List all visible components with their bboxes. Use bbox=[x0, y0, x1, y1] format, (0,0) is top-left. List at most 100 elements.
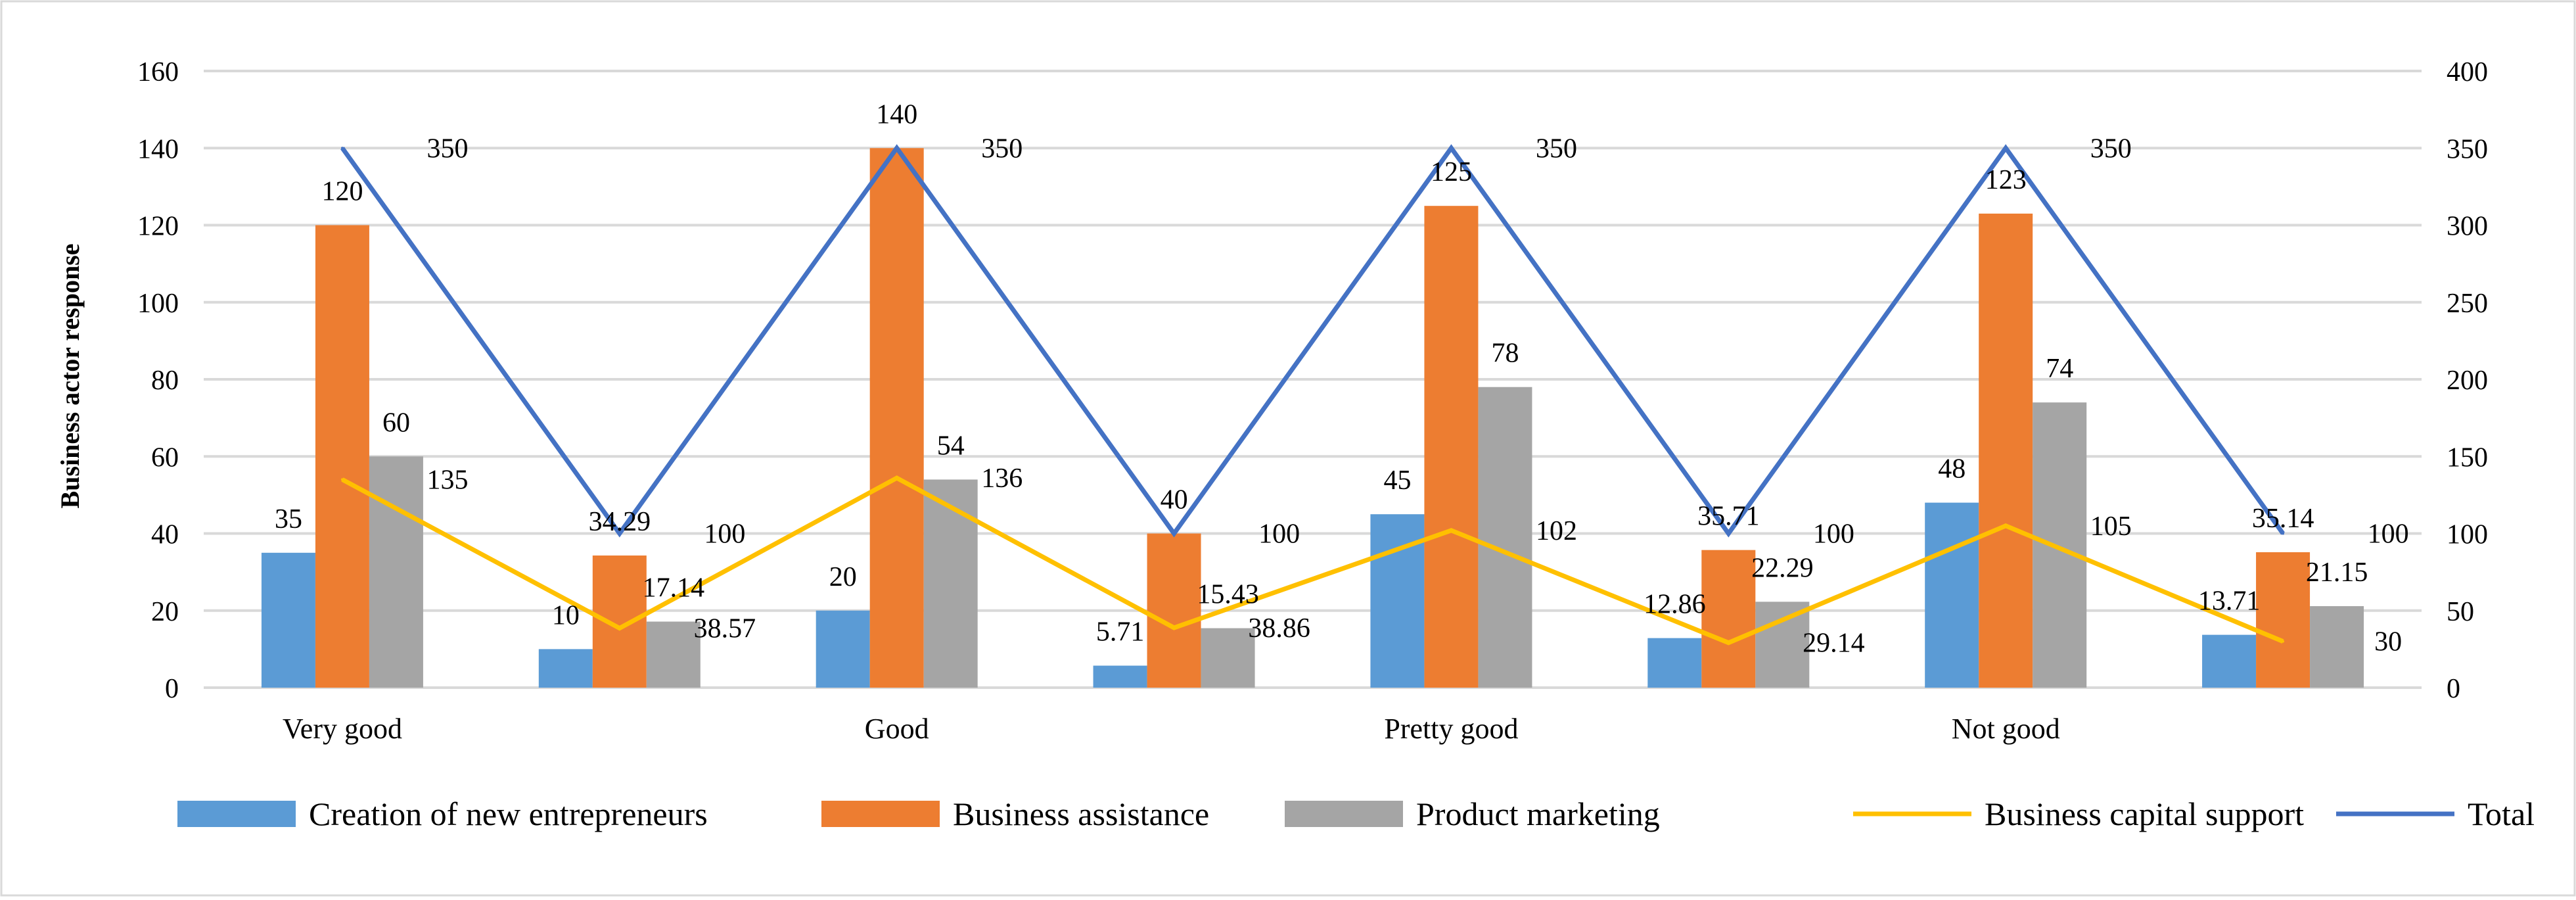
bar bbox=[2256, 552, 2311, 688]
bar-value-label: 54 bbox=[937, 431, 965, 461]
bar-value-label: 15.43 bbox=[1197, 580, 1259, 610]
bar-value-label: 35.71 bbox=[1697, 502, 1760, 532]
line-point bbox=[618, 627, 621, 630]
bar bbox=[1093, 665, 1147, 688]
bar bbox=[1925, 502, 1979, 688]
bar bbox=[1147, 533, 1201, 688]
line-series bbox=[341, 475, 2284, 646]
bar-value-label: 10 bbox=[552, 600, 580, 630]
bar-value-label: 21.15 bbox=[2306, 557, 2368, 588]
bar bbox=[369, 456, 423, 688]
line-value-label: 100 bbox=[1813, 519, 1854, 550]
bar bbox=[2310, 606, 2364, 688]
line-point bbox=[618, 532, 621, 535]
bar bbox=[592, 555, 647, 688]
y-axis-title: Business actor response bbox=[55, 243, 85, 508]
line-value-label: 30 bbox=[2374, 627, 2402, 657]
bar-value-label: 78 bbox=[1491, 339, 1519, 369]
bar-value-label: 140 bbox=[876, 99, 917, 130]
line-point bbox=[340, 478, 344, 481]
bar-value-label: 35 bbox=[275, 504, 302, 534]
bar bbox=[1701, 550, 1756, 688]
x-tick-label: Good bbox=[865, 713, 929, 745]
bar-value-label: 120 bbox=[321, 177, 363, 207]
bar-value-label: 34.29 bbox=[589, 507, 651, 537]
bar bbox=[315, 225, 369, 688]
y2-tick-label: 100 bbox=[2447, 520, 2488, 550]
bar bbox=[869, 148, 924, 688]
y-tick-label: 140 bbox=[137, 134, 179, 164]
x-tick-label: Pretty good bbox=[1384, 713, 1518, 745]
bar-value-label: 35.14 bbox=[2252, 504, 2314, 534]
y-tick-label: 60 bbox=[151, 442, 179, 473]
line-point bbox=[1172, 626, 1176, 629]
line-point bbox=[1727, 532, 1730, 535]
y2-tick-label: 200 bbox=[2447, 366, 2488, 396]
legend-swatch bbox=[821, 801, 940, 827]
bar bbox=[1979, 213, 2033, 688]
bar bbox=[1201, 628, 1255, 688]
bar-value-label: 13.71 bbox=[2198, 586, 2261, 617]
line-value-label: 100 bbox=[704, 519, 745, 550]
line-value-label: 135 bbox=[426, 465, 468, 495]
line-value-label: 29.14 bbox=[1803, 628, 1865, 659]
legend-label: Product marketing bbox=[1416, 795, 1660, 832]
line-point bbox=[1172, 532, 1176, 535]
line-value-label: 100 bbox=[1258, 519, 1300, 550]
line-value-label: 105 bbox=[2090, 511, 2132, 542]
line-value-label: 350 bbox=[426, 133, 468, 164]
legend-swatch bbox=[177, 801, 296, 827]
legend-swatch bbox=[1285, 801, 1403, 827]
line-point bbox=[895, 147, 898, 150]
y-tick-label: 80 bbox=[151, 366, 179, 396]
bar bbox=[646, 621, 701, 688]
y-tick-label: 120 bbox=[137, 212, 179, 242]
line-point bbox=[2282, 640, 2285, 643]
line-value-label: 350 bbox=[2090, 133, 2132, 164]
bar bbox=[1755, 602, 1810, 688]
y-tick-label: 160 bbox=[137, 57, 179, 87]
y-tick-label: 20 bbox=[151, 597, 179, 627]
legend-label: Creation of new entrepreneurs bbox=[309, 795, 708, 832]
y-tick-label: 100 bbox=[137, 289, 179, 319]
axes: 0 20 40 60 80 100 120 140 160 0 50 100 150 200 250 300 3… bbox=[137, 57, 2488, 745]
line-point bbox=[895, 477, 898, 480]
bars bbox=[261, 148, 2364, 688]
bar bbox=[2033, 402, 2087, 688]
bar bbox=[1647, 638, 1702, 688]
line-value-label: 136 bbox=[981, 463, 1023, 494]
legend-label: Total bbox=[2468, 795, 2535, 832]
y2-tick-label: 150 bbox=[2447, 442, 2488, 473]
bar bbox=[923, 479, 978, 688]
bar-value-label: 45 bbox=[1383, 465, 1411, 496]
x-tick-label: Very good bbox=[283, 713, 402, 745]
line-value-label: 38.86 bbox=[1248, 613, 1310, 644]
bar-value-label: 22.29 bbox=[1751, 553, 1814, 583]
bar-value-label: 125 bbox=[1431, 157, 1472, 187]
line-value-label: 350 bbox=[1536, 133, 1577, 164]
bar bbox=[816, 610, 870, 688]
y2-tick-label: 50 bbox=[2447, 597, 2474, 627]
line-point bbox=[340, 147, 344, 150]
legend-label: Business assistance bbox=[953, 795, 1209, 832]
data-labels: 35 10 20 5.71 45 12.86 48 13.71 120 34.29 140 40 125… bbox=[275, 99, 2409, 658]
bar-value-label: 12.86 bbox=[1644, 590, 1706, 620]
gridlines bbox=[204, 70, 2422, 689]
bar-value-label: 40 bbox=[1161, 485, 1188, 515]
legend-label: Business capital support bbox=[1985, 795, 2304, 832]
line-point bbox=[1450, 147, 1453, 150]
y-tick-label: 0 bbox=[165, 674, 179, 704]
bar-value-label: 60 bbox=[382, 408, 410, 438]
line-point bbox=[2282, 532, 2285, 535]
y2-tick-label: 0 bbox=[2447, 674, 2460, 704]
line-value-label: 102 bbox=[1536, 516, 1577, 546]
bar bbox=[1424, 206, 1479, 688]
y2-tick-label: 300 bbox=[2447, 212, 2488, 242]
line-point bbox=[1450, 529, 1453, 532]
y2-tick-label: 250 bbox=[2447, 289, 2488, 319]
line-series bbox=[340, 144, 2285, 538]
bar-value-label: 123 bbox=[1985, 165, 2027, 195]
